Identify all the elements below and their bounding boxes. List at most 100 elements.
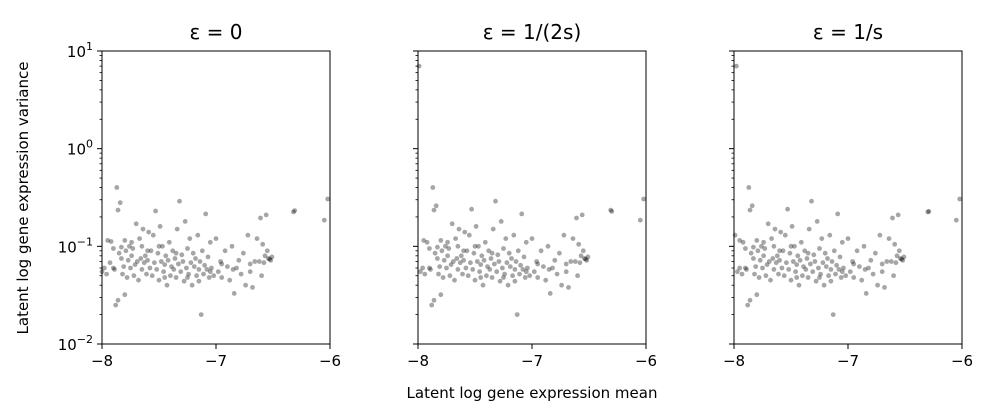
data-point xyxy=(899,256,904,262)
data-point xyxy=(851,275,857,280)
data-point xyxy=(836,267,842,272)
data-point xyxy=(184,265,189,271)
data-point xyxy=(817,275,822,280)
data-point xyxy=(163,253,169,259)
data-point xyxy=(162,262,168,267)
data-point xyxy=(138,256,144,261)
data-point xyxy=(563,269,569,275)
x-tick-label: −6 xyxy=(319,352,341,370)
data-point xyxy=(900,257,906,263)
data-point xyxy=(877,232,883,238)
data-point xyxy=(488,256,494,261)
data-point xyxy=(154,267,160,272)
data-point xyxy=(748,250,754,256)
data-point xyxy=(104,271,109,277)
data-point xyxy=(441,257,447,263)
data-point xyxy=(202,262,208,268)
y-tick-label: 10−2 xyxy=(58,333,93,354)
data-point xyxy=(150,232,156,238)
data-point xyxy=(803,267,809,272)
data-point xyxy=(522,275,528,280)
data-point xyxy=(179,252,185,258)
data-point xyxy=(828,267,834,272)
data-point xyxy=(485,264,490,269)
data-point xyxy=(115,297,121,303)
data-point xyxy=(763,273,769,279)
data-point xyxy=(637,217,643,223)
data-point xyxy=(198,312,204,317)
data-point xyxy=(111,265,116,271)
data-point xyxy=(576,241,582,247)
data-point xyxy=(554,271,560,277)
data-point xyxy=(547,291,553,296)
data-point xyxy=(440,275,446,280)
data-point xyxy=(818,271,823,277)
scatter-panel-1: ε = 0 −8 −7 −6 10−2 10−1 100 101 xyxy=(58,20,341,370)
data-point xyxy=(156,243,162,249)
data-point xyxy=(431,207,437,213)
data-point xyxy=(147,265,153,271)
data-point xyxy=(733,63,739,69)
data-point xyxy=(461,257,466,263)
data-point xyxy=(873,250,878,256)
data-point xyxy=(882,285,887,290)
data-point xyxy=(474,259,480,264)
axes-frame xyxy=(101,50,331,345)
data-point xyxy=(464,248,470,254)
data-point xyxy=(123,248,129,254)
data-point xyxy=(325,196,331,202)
data-point xyxy=(515,248,521,254)
data-point xyxy=(178,269,184,275)
data-point xyxy=(492,261,497,267)
data-point xyxy=(142,253,148,259)
data-point xyxy=(879,261,885,267)
data-point xyxy=(204,267,210,272)
data-point xyxy=(169,264,174,269)
data-point xyxy=(898,256,903,261)
points xyxy=(732,63,963,317)
data-point xyxy=(765,221,771,227)
data-point xyxy=(117,200,123,206)
data-point xyxy=(438,292,444,298)
data-point xyxy=(417,269,423,275)
data-point xyxy=(450,259,456,264)
data-point xyxy=(458,253,464,259)
data-point xyxy=(185,275,190,280)
data-point xyxy=(797,257,803,263)
data-point xyxy=(490,226,496,232)
data-point xyxy=(107,260,113,266)
data-point xyxy=(472,277,478,283)
data-point xyxy=(468,260,473,266)
data-point xyxy=(519,211,525,217)
data-point xyxy=(456,226,462,232)
data-point xyxy=(777,257,782,263)
data-point xyxy=(834,262,839,268)
data-point xyxy=(137,236,143,242)
data-point xyxy=(227,277,233,283)
data-point xyxy=(105,238,111,243)
data-point xyxy=(428,267,433,272)
data-point xyxy=(187,236,193,242)
data-point xyxy=(580,248,586,254)
data-point xyxy=(455,267,461,272)
data-point xyxy=(568,259,574,264)
data-point xyxy=(806,226,812,232)
data-point xyxy=(429,302,435,308)
data-point xyxy=(584,257,590,263)
data-point xyxy=(822,250,828,256)
panel-title: ε = 0 xyxy=(189,20,242,44)
data-point xyxy=(162,275,168,280)
data-point xyxy=(171,267,177,272)
data-point xyxy=(129,239,135,245)
data-point xyxy=(149,273,155,279)
data-point xyxy=(494,269,500,275)
data-point xyxy=(453,236,458,242)
data-point xyxy=(884,259,890,264)
data-point xyxy=(520,267,526,272)
data-point xyxy=(156,277,162,283)
data-point xyxy=(777,248,782,254)
scatter-panel-2: ε = 1/(2s) −8 −7 −6 xyxy=(407,20,657,370)
data-point xyxy=(514,312,520,317)
data-point xyxy=(256,259,262,264)
data-point xyxy=(802,248,808,254)
